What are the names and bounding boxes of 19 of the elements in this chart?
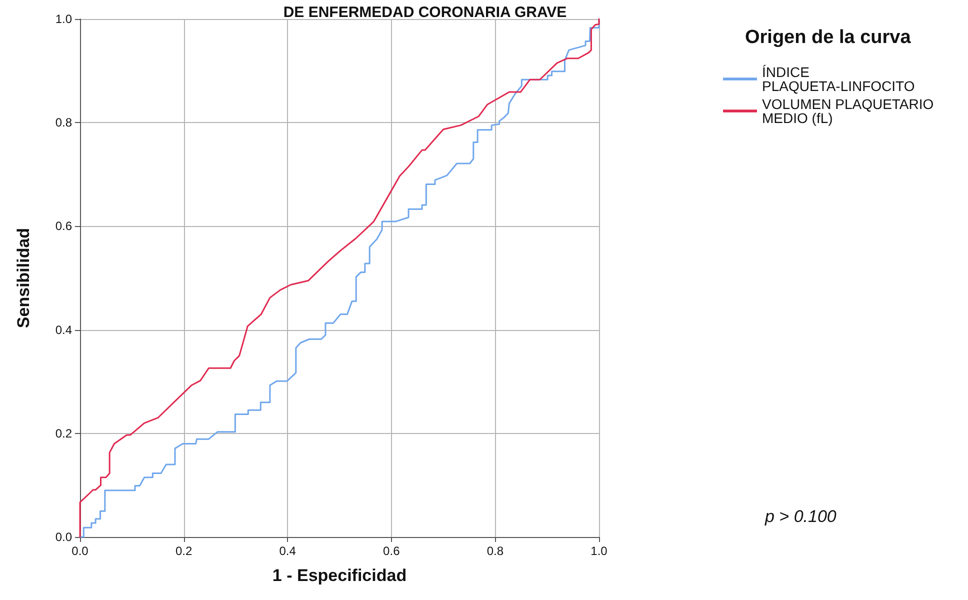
x-tick-label: 1.0 [590,544,608,558]
y-tick-label: 0.4 [55,322,72,337]
y-tick-label: 1.0 [55,12,72,26]
y-tick-label: 0.6 [55,219,72,234]
x-tick-label: 0.4 [279,544,296,558]
y-tick-label: 0.8 [55,116,72,130]
legend-label: ÍNDICE PLAQUETA-LINFOCITO [762,64,915,94]
x-tick-label: 0.0 [72,544,89,558]
x-tick-label: 0.6 [383,544,400,558]
x-tick-label: 0.2 [175,544,192,558]
chart-title: DE ENFERMEDAD CORONARIA GRAVE [283,4,567,21]
y-tick-label: 0.2 [55,426,72,440]
legend-title: Origen de la curva [745,27,912,48]
x-tick-label: 0.8 [486,544,504,558]
x-axis-title: 1 - Especificidad [272,566,407,585]
y-axis-title: Sensibilidad [14,228,33,328]
legend-label: VOLUMEN PLAQUETARIO MEDIO (fL) [762,96,938,126]
y-tick-label: 0.0 [55,530,72,544]
text: p > 0.100 [764,507,837,526]
